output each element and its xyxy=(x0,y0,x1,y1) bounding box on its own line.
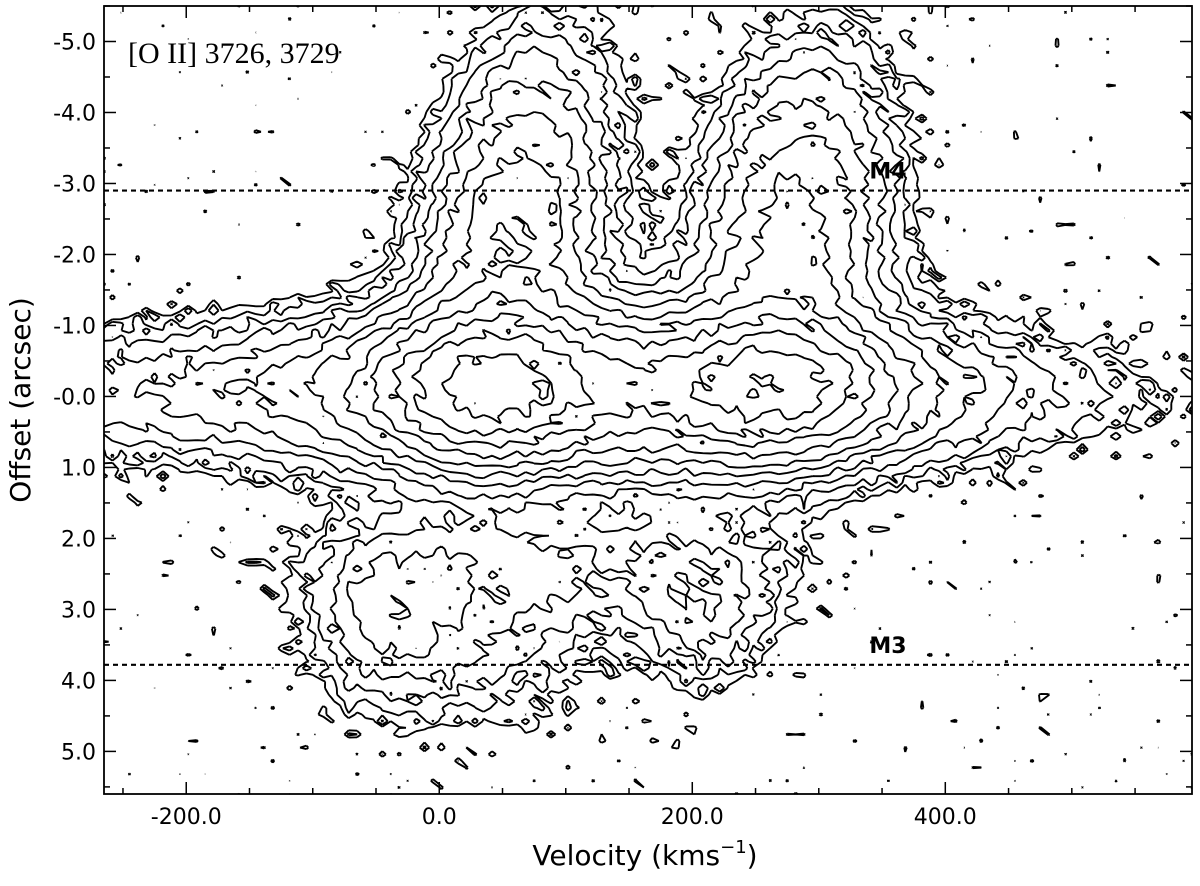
y-tick-label: 1.0 xyxy=(61,456,96,481)
x-axis-title-sup: −1 xyxy=(720,837,747,858)
contour-level-4 xyxy=(103,45,1036,696)
reference-label-m3: M3 xyxy=(869,634,906,659)
y-tick-label: 3.0 xyxy=(61,598,96,623)
y-tick-label: -5.0 xyxy=(53,30,96,55)
y-tick-label: -0.0 xyxy=(53,385,96,410)
x-tick-label: 0.0 xyxy=(422,805,457,830)
contour-level-5 xyxy=(108,77,987,667)
y-tick-label: 4.0 xyxy=(61,669,96,694)
contour-level-12 xyxy=(440,353,785,425)
x-tick-label: 400.0 xyxy=(914,805,977,830)
reference-lines: M4 M3 xyxy=(104,160,1192,666)
y-axis-title: Offset (arcsec) xyxy=(4,297,37,503)
contour-level-8 xyxy=(342,215,900,469)
y-tick-label: -2.0 xyxy=(53,243,96,268)
contour-level-2 xyxy=(103,5,1193,762)
x-axis-title-close: ) xyxy=(747,839,758,872)
x-tick-label: -200.0 xyxy=(151,805,222,830)
y-tick-label: 2.0 xyxy=(61,527,96,552)
y-tick-label: 5.0 xyxy=(61,740,96,765)
contour-level-11 xyxy=(411,328,834,437)
axes: -200.0 0.0 200.0 400.0 -5.0 -4.0 -3.0 -2.0 -1.0 -… xyxy=(53,5,1193,830)
contour-level-9 xyxy=(362,290,876,461)
y-tick-label: -3.0 xyxy=(53,172,96,197)
contour-level-7 xyxy=(288,143,924,480)
x-axis-title: Velocity (kms−1) xyxy=(532,837,757,872)
y-tick-label: -4.0 xyxy=(53,101,96,126)
contour-level-1 xyxy=(103,5,1193,795)
contour-level-6 xyxy=(212,111,950,630)
x-tick-label: 200.0 xyxy=(661,805,724,830)
contour-level-10 xyxy=(388,312,859,449)
plot-frame xyxy=(103,5,1193,795)
line-annotation: [O II] 3726, 3729 xyxy=(128,37,340,70)
contour-lines xyxy=(103,5,1193,795)
contour-level-3 xyxy=(103,11,1152,723)
y-tick-label: -1.0 xyxy=(53,314,96,339)
reference-label-m4: M4 xyxy=(869,160,906,185)
x-axis-title-main: Velocity (kms xyxy=(532,839,720,872)
